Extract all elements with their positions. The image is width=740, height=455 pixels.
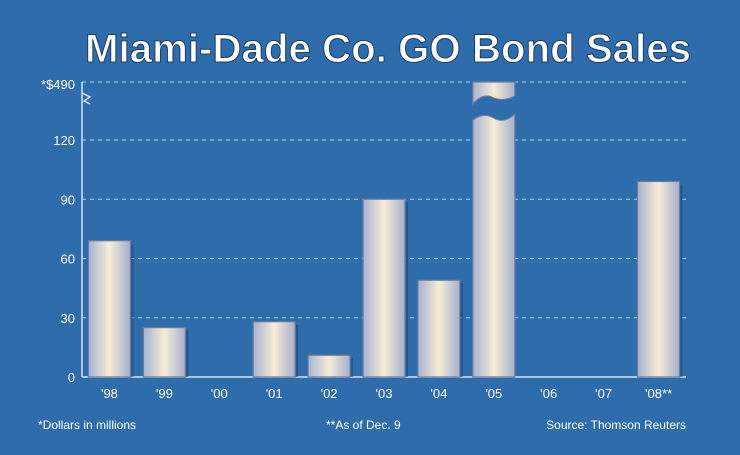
x-tick-label: '06 [540, 386, 557, 401]
footnote-units: *Dollars in millions [38, 418, 136, 432]
bar [252, 321, 296, 378]
bar [87, 240, 132, 378]
bar [636, 180, 681, 378]
chart-title: Miami-Dade Co. GO Bond Sales [85, 27, 691, 71]
axis-break-label: *$490 [41, 77, 75, 92]
x-tick-label: '04 [430, 386, 447, 401]
footnote-date: **As of Dec. 9 [326, 418, 401, 432]
bar [417, 279, 461, 378]
x-tick-label: '98 [101, 386, 118, 401]
x-tick-label: '01 [266, 386, 283, 401]
y-tick-label: 90 [61, 192, 75, 207]
y-tick-labels: 0 30 60 90 120 [53, 133, 75, 385]
x-tick-label: '07 [595, 386, 612, 401]
x-tick-label: '08** [645, 386, 672, 401]
bar [142, 327, 186, 378]
x-tick-label: '00 [211, 386, 228, 401]
y-tick-label: 120 [53, 133, 75, 148]
bar-broken-cap [472, 81, 516, 106]
x-tick-labels: '98 '99 '00 '01 '02 '03 '04 '05 '06 '07 '08** [101, 386, 672, 401]
x-tick-label: '05 [485, 386, 502, 401]
bars [87, 81, 683, 378]
y-tick-label: 0 [68, 370, 75, 385]
axis-break-mark [81, 92, 92, 105]
bar [472, 112, 516, 378]
bar [307, 354, 351, 378]
x-tick-label: '03 [376, 386, 393, 401]
x-tick-label: '02 [321, 386, 338, 401]
y-tick-label: 60 [61, 252, 75, 267]
footnote-source: Source: Thomson Reuters [546, 418, 686, 432]
x-tick-label: '99 [156, 386, 173, 401]
y-tick-label: 30 [61, 311, 75, 326]
bar [362, 198, 406, 378]
